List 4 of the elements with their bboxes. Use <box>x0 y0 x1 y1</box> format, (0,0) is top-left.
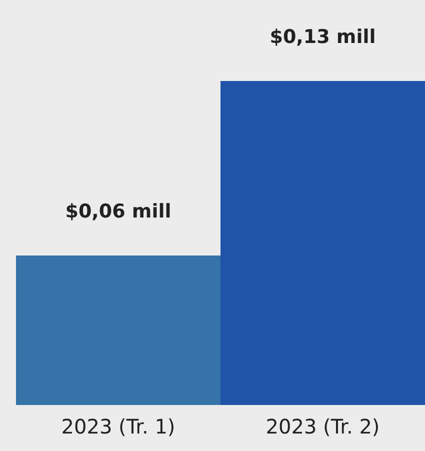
x-tick-label: 2023 (Tr. 2) <box>266 414 380 438</box>
data-label: $0,06 mill <box>65 200 172 222</box>
x-tick-label: 2023 (Tr. 1) <box>61 414 176 438</box>
data-label: $0,13 mill <box>270 26 376 48</box>
